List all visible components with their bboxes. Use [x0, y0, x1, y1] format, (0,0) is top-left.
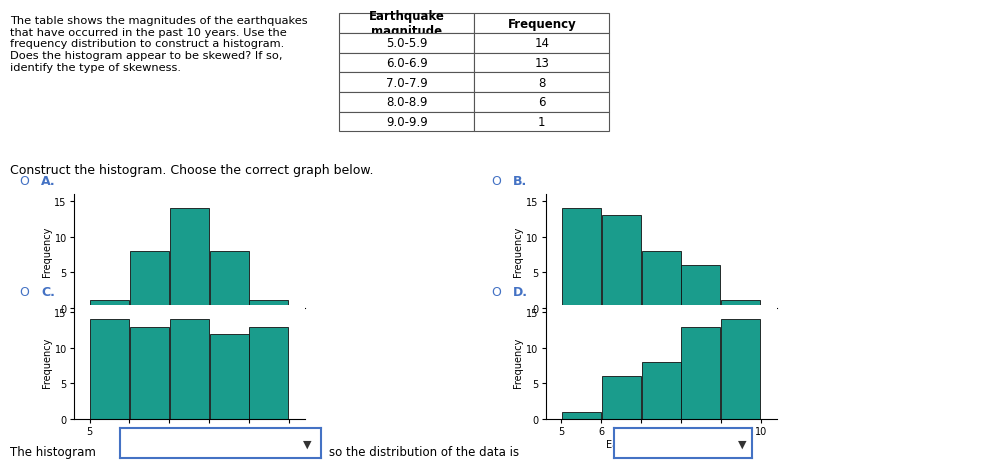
Text: ▼: ▼: [303, 438, 312, 448]
Text: The table shows the magnitudes of the earthquakes
that have occurred in the past: The table shows the magnitudes of the ea…: [10, 16, 308, 73]
Bar: [681, 327, 721, 419]
Bar: [562, 209, 601, 308]
Bar: [722, 301, 760, 308]
Text: C.: C.: [41, 286, 55, 299]
Bar: [602, 216, 641, 308]
Text: The histogram: The histogram: [10, 445, 95, 458]
Y-axis label: Frequency: Frequency: [513, 226, 524, 276]
Bar: [90, 320, 129, 419]
Bar: [681, 265, 721, 308]
Bar: [90, 301, 129, 308]
Y-axis label: Frequency: Frequency: [41, 226, 52, 276]
Bar: [250, 301, 288, 308]
Bar: [130, 327, 169, 419]
Text: O: O: [20, 175, 29, 188]
Text: D.: D.: [513, 286, 528, 299]
Text: Construct the histogram. Choose the correct graph below.: Construct the histogram. Choose the corr…: [10, 163, 374, 177]
Bar: [250, 327, 288, 419]
Text: so the distribution of the data is: so the distribution of the data is: [329, 445, 519, 458]
Text: B.: B.: [513, 175, 527, 188]
Bar: [722, 320, 760, 419]
Bar: [130, 251, 169, 308]
Text: O: O: [20, 286, 29, 299]
Text: A.: A.: [41, 175, 56, 188]
Bar: [602, 376, 641, 419]
Bar: [209, 334, 249, 419]
Bar: [170, 209, 208, 308]
X-axis label: Earthquake Magnitude: Earthquake Magnitude: [134, 328, 245, 338]
X-axis label: Earthquake Magnitude: Earthquake Magnitude: [606, 439, 717, 449]
Bar: [209, 251, 249, 308]
Bar: [642, 362, 680, 419]
Bar: [642, 251, 680, 308]
Text: O: O: [492, 286, 501, 299]
Y-axis label: Frequency: Frequency: [513, 337, 524, 388]
Y-axis label: Frequency: Frequency: [41, 337, 52, 388]
Bar: [170, 320, 208, 419]
X-axis label: Earthquake magnitude: Earthquake magnitude: [606, 328, 717, 338]
Bar: [562, 412, 601, 419]
Text: O: O: [492, 175, 501, 188]
Text: ▼: ▼: [738, 438, 747, 448]
X-axis label: Earthquake magnitude: Earthquake magnitude: [134, 439, 245, 449]
